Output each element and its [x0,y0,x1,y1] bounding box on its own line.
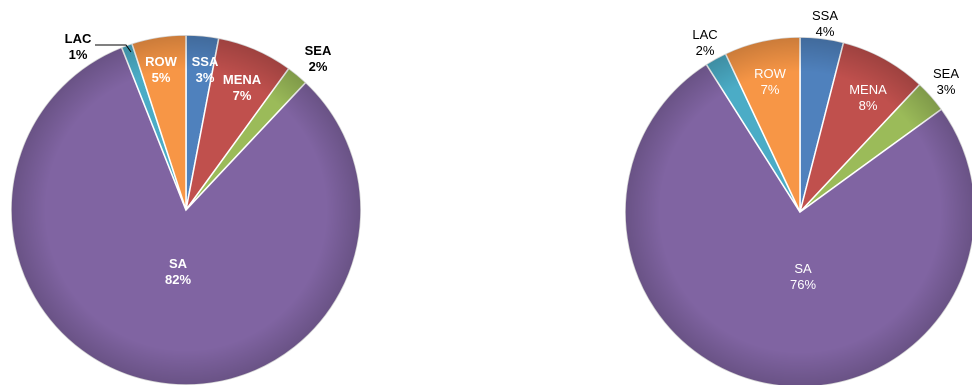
slice-category-sea: SEA [933,66,959,81]
slice-percent-ssa: 4% [816,24,835,39]
slice-category-lac: LAC [65,31,92,46]
slice-label-sea: SEA 2% [305,43,332,74]
slice-category-mena: MENA [849,82,887,97]
slice-label-ssa: SSA 3% [192,54,219,85]
slice-percent-row: 7% [761,82,780,97]
slice-percent-lac: 1% [69,47,88,62]
slice-percent-row: 5% [152,70,171,85]
slice-percent-sea: 3% [937,82,956,97]
slice-label-mena: MENA 8% [849,82,887,113]
slice-category-sa: SA [169,256,188,271]
slice-label-mena: MENA 7% [223,72,262,103]
slice-label-sa: SA 82% [165,256,191,287]
slice-label-lac: LAC 1% [65,31,92,62]
slice-category-mena: MENA [223,72,262,87]
slice-percent-sa: 82% [165,272,191,287]
pie-chart-right: SSA 4% MENA 8% SEA 3% SA 76% LAC 2% ROW 7% [624,8,972,385]
pie-chart-left: SSA 3% MENA 7%SEA 2%SA 82%LAC 1% ROW 5% [10,31,362,385]
slice-percent-mena: 7% [233,88,252,103]
slice-label-row: ROW 7% [754,66,787,97]
slice-label-sea: SEA 3% [933,66,959,97]
slice-label-row: ROW 5% [145,54,178,85]
slice-category-row: ROW [145,54,178,69]
slice-percent-lac: 2% [696,43,715,58]
slice-label-ssa: SSA 4% [812,8,838,39]
slice-category-ssa: SSA [192,54,219,69]
slice-percent-mena: 8% [859,98,878,113]
slice-percent-sea: 2% [309,59,328,74]
slice-category-sea: SEA [305,43,332,58]
slice-label-lac: LAC 2% [692,27,717,58]
slice-label-sa: SA 76% [790,261,816,292]
slice-category-ssa: SSA [812,8,838,23]
slice-percent-sa: 76% [790,277,816,292]
slice-category-lac: LAC [692,27,717,42]
leader-line-lac [95,44,132,53]
slice-percent-ssa: 3% [196,70,215,85]
slice-category-sa: SA [794,261,812,276]
slice-category-row: ROW [754,66,787,81]
